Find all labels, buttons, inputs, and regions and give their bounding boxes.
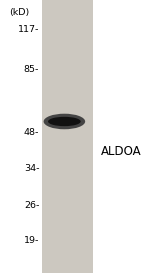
Text: 26-: 26-	[24, 201, 39, 210]
Text: ALDOA: ALDOA	[101, 145, 141, 158]
Text: (kD): (kD)	[9, 8, 29, 17]
Text: 34-: 34-	[24, 164, 39, 173]
Text: 85-: 85-	[24, 65, 39, 73]
Text: 48-: 48-	[24, 129, 39, 137]
Text: 117-: 117-	[18, 25, 39, 34]
Bar	[42, 0, 93, 273]
Text: 19-: 19-	[24, 236, 39, 245]
Ellipse shape	[44, 114, 85, 129]
Ellipse shape	[48, 117, 81, 126]
